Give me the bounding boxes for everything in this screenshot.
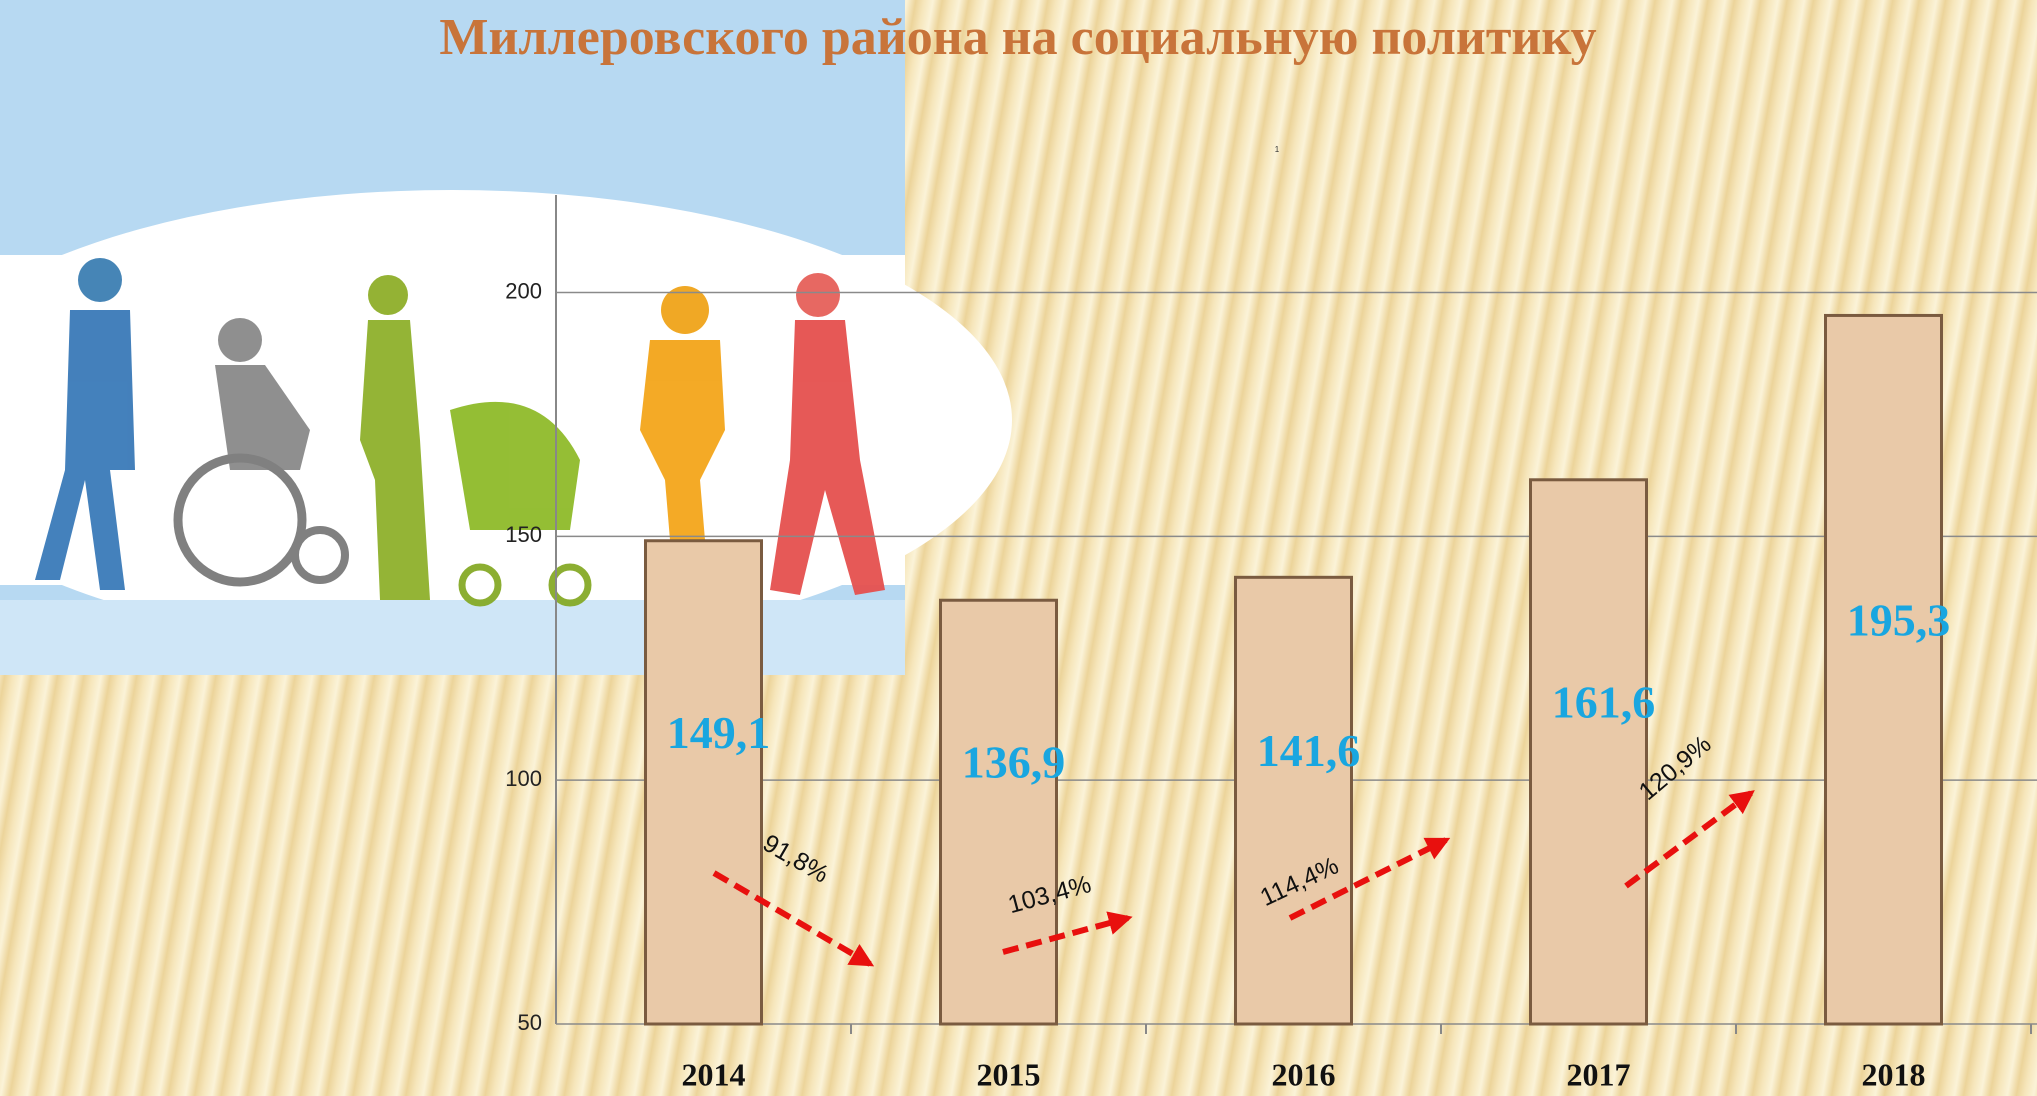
value-label: 161,6: [1552, 676, 1656, 727]
y-tick-label: 50: [518, 1010, 542, 1035]
x-tick-label: 2018: [1862, 1056, 1926, 1092]
x-tick-label: 2016: [1272, 1056, 1336, 1092]
trend-arrow: [1002, 911, 1133, 955]
value-label: 141,6: [1257, 725, 1361, 776]
x-tick-label: 2014: [682, 1056, 746, 1092]
bar: [1824, 313, 1943, 1026]
x-tick-label: 2017: [1567, 1056, 1631, 1092]
trend-arrow: [1624, 790, 1755, 889]
bar: [939, 598, 1058, 1026]
trend-arrow: [1288, 837, 1451, 921]
trend-arrow: [712, 870, 875, 967]
chart-title: Миллеровского района на социальную полит…: [439, 9, 1596, 66]
bar: [644, 539, 763, 1026]
value-label: 136,9: [962, 737, 1066, 788]
illustration: [0, 0, 1012, 675]
growth-label: 91,8%: [758, 829, 833, 889]
y-tick-label: 150: [505, 522, 542, 547]
value-label: 195,3: [1847, 594, 1951, 645]
x-tick-label: 2015: [977, 1056, 1041, 1092]
footnote-mark: 1: [1275, 145, 1280, 154]
bar: [1234, 575, 1353, 1026]
y-tick-label: 100: [505, 766, 542, 791]
value-label: 149,1: [667, 707, 771, 758]
bar: [1529, 478, 1648, 1026]
y-tick-label: 200: [505, 278, 542, 303]
